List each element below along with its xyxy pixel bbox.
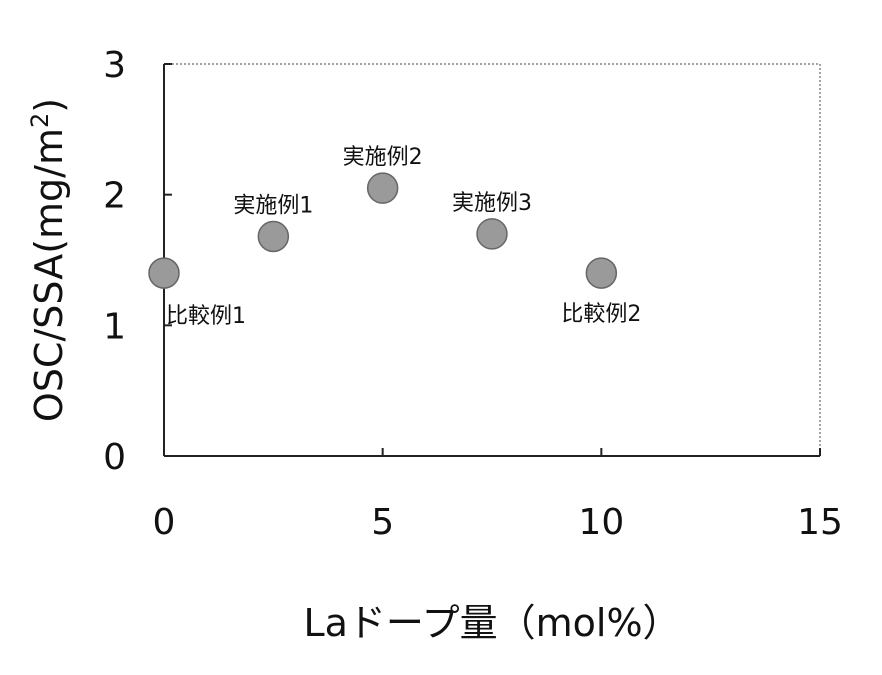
x-tick-label: 5 — [371, 502, 394, 543]
y-axis-title-main: OSC/SSA(mg/m — [27, 128, 71, 422]
x-tick-label: 0 — [153, 502, 176, 543]
point-label: 実施例3 — [452, 191, 532, 216]
x-axis-ticks: 0 5 10 15 — [153, 448, 843, 543]
y-axis-ticks: 0 1 2 3 — [103, 45, 172, 478]
data-point — [148, 257, 180, 289]
point-label: 比較例2 — [561, 302, 641, 327]
x-axis-title: Laドープ量（mol%） — [303, 601, 680, 645]
y-tick-label: 3 — [103, 45, 126, 86]
point-label: 実施例2 — [343, 145, 423, 170]
x-tick-label: 10 — [578, 502, 624, 543]
data-point — [257, 220, 290, 253]
data-point — [366, 172, 399, 204]
data-point — [476, 218, 508, 250]
data-point — [585, 257, 618, 289]
plot-area — [163, 63, 821, 457]
point-label: 実施例1 — [233, 193, 313, 218]
point-labels: 比較例1 実施例1 実施例2 実施例3 比較例2 — [166, 145, 641, 329]
y-tick-label: 0 — [103, 437, 126, 478]
y-axis-title-suffix: ) — [27, 98, 71, 113]
y-axis-title: OSC/SSA(mg/m2) — [26, 98, 71, 422]
y-tick-label: 2 — [103, 176, 126, 217]
x-tick-label: 15 — [797, 502, 843, 543]
y-axis-title-superscript: 2 — [26, 113, 54, 128]
data-points — [148, 172, 618, 289]
point-label: 比較例1 — [166, 304, 246, 329]
y-tick-label: 1 — [103, 306, 126, 347]
